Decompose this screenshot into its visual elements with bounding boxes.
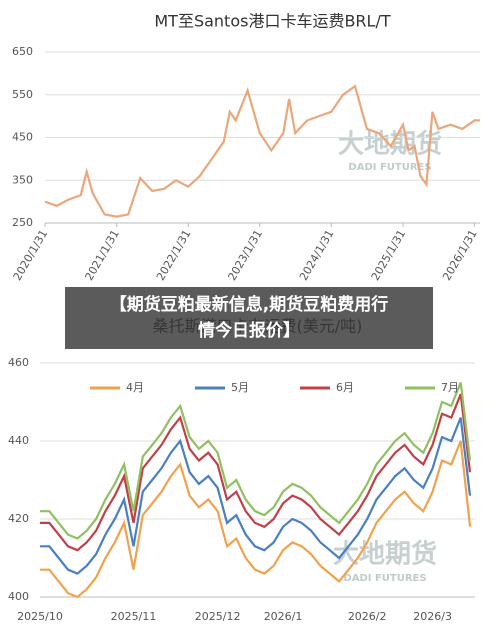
- banner-line: 【期货豆粕最新信息,期货豆粕费用行: [109, 295, 389, 315]
- x-tick-label: 2025/11: [111, 610, 157, 623]
- x-tick-label: 2026/1: [264, 610, 303, 623]
- data-line: [40, 440, 472, 599]
- y-tick-label: 460: [8, 356, 29, 369]
- chart-title: MT至Santos港口卡车运费BRL/T: [154, 12, 390, 31]
- data-line: [40, 382, 472, 540]
- y-tick-label: 250: [12, 216, 33, 229]
- x-tick-label: 2025/12: [195, 610, 241, 623]
- y-tick-label: 420: [8, 512, 29, 525]
- watermark: 大地期货: [333, 539, 437, 570]
- legend-label: 6月: [336, 381, 354, 394]
- y-tick-label: 550: [12, 88, 33, 101]
- x-tick-label: 2023/1/31: [225, 228, 264, 283]
- data-line: [44, 84, 480, 218]
- x-tick-label: 2020/1/31: [11, 228, 50, 283]
- x-tick-label: 2021/1/31: [82, 228, 121, 283]
- y-tick-label: 440: [8, 434, 29, 447]
- y-tick-label: 400: [8, 590, 29, 603]
- x-tick-label: 2024/1/31: [297, 228, 336, 283]
- y-tick-label: 650: [12, 45, 33, 58]
- y-tick-label: 450: [12, 131, 33, 144]
- banner-line: 情今日报价】: [198, 321, 300, 341]
- banner: 【期货豆粕最新信息,期货豆粕费用行 情今日报价】: [65, 287, 433, 349]
- x-tick-label: 2025/10: [17, 610, 63, 623]
- x-tick-label: 2026/1/31: [440, 228, 479, 283]
- data-line: [40, 417, 472, 575]
- x-tick-label: 2026/3: [413, 610, 452, 623]
- legend-label: 7月: [441, 381, 459, 394]
- x-tick-label: 2022/1/31: [154, 228, 193, 283]
- watermark: DADI FUTURES: [348, 162, 431, 173]
- x-tick-label: 2026/2: [348, 610, 387, 623]
- watermark: DADI FUTURES: [343, 573, 426, 584]
- y-tick-label: 350: [12, 173, 33, 186]
- x-tick-label: 2025/1/31: [369, 228, 408, 283]
- legend-label: 5月: [231, 381, 249, 394]
- data-line: [40, 393, 472, 552]
- legend-label: 4月: [126, 381, 144, 394]
